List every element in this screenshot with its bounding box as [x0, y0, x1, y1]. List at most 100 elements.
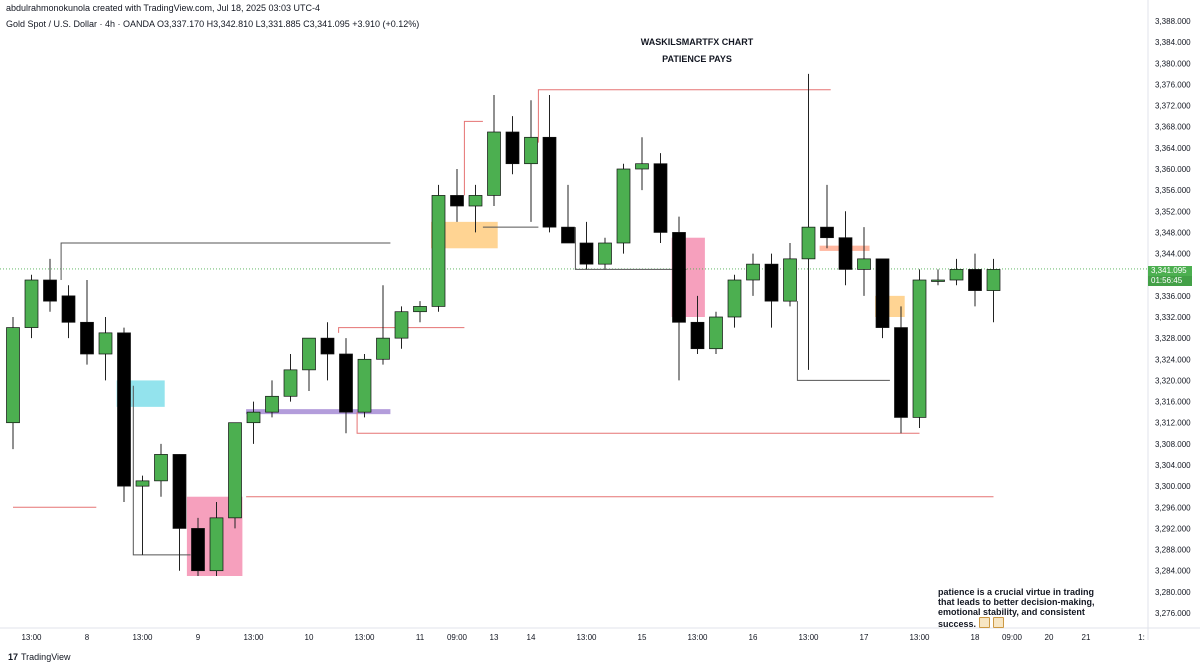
candle-body	[450, 195, 464, 207]
candle-body	[394, 311, 409, 339]
candle-13[interactable]	[246, 401, 261, 444]
time-axis[interactable]: 13:00 8 13:00 9 13:00 10 13:00 11 09:00 13 14 13:00…	[0, 627, 1200, 642]
level-line-gray-1	[132, 385, 191, 556]
candle-body	[542, 136, 557, 228]
candle-body	[524, 136, 538, 165]
time-tick-label: 8	[85, 633, 90, 642]
level-line-red-5	[338, 327, 465, 333]
candle-body	[561, 226, 575, 244]
candle-body	[172, 454, 187, 529]
price-axis[interactable]: 3,388.000 3,384.000 3,380.000 3,376.000 3,37…	[1147, 0, 1191, 640]
time-tick-label: 13:00	[243, 633, 264, 642]
candle-32[interactable]	[598, 237, 612, 270]
candle-3[interactable]	[61, 285, 76, 339]
candle-48[interactable]	[894, 306, 908, 434]
time-tick-label: 9	[196, 633, 201, 642]
candle-5[interactable]	[98, 317, 113, 381]
candle-body	[228, 422, 242, 519]
candle-9[interactable]	[172, 454, 187, 571]
candle-36[interactable]	[672, 216, 686, 381]
candle-41[interactable]	[764, 253, 779, 328]
candle-11[interactable]	[209, 502, 224, 576]
candle-body	[376, 337, 390, 360]
candle-body	[117, 332, 131, 487]
candle-43[interactable]	[801, 73, 816, 370]
candle-2[interactable]	[43, 258, 57, 312]
price-tick-label: 3,356.000	[1155, 186, 1191, 195]
candle-47[interactable]	[875, 258, 890, 339]
candle-31[interactable]	[579, 221, 594, 270]
candle-28[interactable]	[524, 100, 538, 222]
price-tick-label: 3,372.000	[1155, 102, 1191, 111]
price-tick-label: 3,308.000	[1155, 440, 1191, 449]
price-tick-label: 3,368.000	[1155, 123, 1191, 132]
candle-38[interactable]	[709, 311, 723, 354]
candle-7[interactable]	[135, 475, 150, 555]
candle-24[interactable]	[450, 169, 464, 222]
price-tick-label: 3,280.000	[1155, 588, 1191, 597]
candle-body	[357, 358, 372, 413]
candle-8[interactable]	[154, 443, 168, 497]
price-tick-label: 3,316.000	[1155, 398, 1191, 407]
candle-33[interactable]	[616, 163, 631, 254]
level-line-red-4	[356, 412, 920, 434]
candle-40[interactable]	[746, 253, 760, 296]
candle-39[interactable]	[727, 274, 742, 328]
time-tick-label: 18	[971, 633, 980, 642]
candle-4[interactable]	[80, 280, 94, 365]
candle-21[interactable]	[394, 306, 409, 349]
candle-45[interactable]	[838, 211, 853, 286]
candle-26[interactable]	[487, 95, 501, 206]
candle-15[interactable]	[283, 354, 298, 402]
candle-22[interactable]	[413, 301, 427, 323]
candle-6[interactable]	[117, 327, 131, 502]
candle-23[interactable]	[431, 184, 446, 312]
chart-title: WASKILSMARTFX CHART	[640, 37, 754, 47]
candle-body	[579, 242, 594, 265]
candle-16[interactable]	[302, 337, 316, 391]
candle-50[interactable]	[931, 269, 945, 286]
candle-51[interactable]	[949, 258, 964, 286]
time-tick-label: 13:00	[687, 633, 708, 642]
candle-body	[61, 295, 76, 323]
candle-27[interactable]	[505, 116, 520, 175]
candle-52[interactable]	[968, 253, 982, 307]
candle-25[interactable]	[468, 184, 483, 233]
candle-body	[820, 226, 834, 239]
candle-35[interactable]	[653, 153, 668, 243]
candle-12[interactable]	[228, 422, 242, 529]
note-text: patience is a crucial virtue in trading …	[938, 587, 1095, 629]
candle-53[interactable]	[986, 258, 1001, 323]
candle-14[interactable]	[265, 380, 279, 418]
candle-49[interactable]	[912, 269, 927, 428]
tradingview-logo[interactable]: 17 TradingView	[8, 652, 71, 662]
price-tick-label: 3,376.000	[1155, 80, 1191, 89]
candle-20[interactable]	[376, 285, 390, 365]
candle-0[interactable]	[6, 317, 20, 450]
chart-emoji-icon	[979, 617, 991, 628]
candle-37[interactable]	[690, 295, 705, 354]
candle-34[interactable]	[635, 137, 649, 191]
candle-body	[968, 269, 982, 291]
price-tick-label: 3,292.000	[1155, 524, 1191, 533]
level-line-gray-0	[60, 242, 391, 280]
price-tick-label: 3,288.000	[1155, 546, 1191, 555]
price-tick-label: 3,276.000	[1155, 609, 1191, 618]
candle-body	[135, 480, 150, 487]
candle-19[interactable]	[357, 354, 372, 418]
candle-17[interactable]	[320, 322, 335, 381]
candle-18[interactable]	[339, 338, 353, 434]
candle-30[interactable]	[561, 184, 575, 244]
candles-layer[interactable]	[6, 73, 1001, 576]
candle-10[interactable]	[191, 517, 205, 576]
candle-1[interactable]	[24, 274, 39, 339]
candle-44[interactable]	[820, 184, 834, 249]
candle-42[interactable]	[783, 243, 797, 307]
price-tick-label: 3,324.000	[1155, 355, 1191, 364]
candle-29[interactable]	[542, 95, 557, 233]
candle-body	[191, 528, 205, 572]
candle-body	[468, 195, 483, 207]
tradingview-brand: TradingView	[21, 652, 71, 662]
candle-46[interactable]	[857, 227, 871, 296]
